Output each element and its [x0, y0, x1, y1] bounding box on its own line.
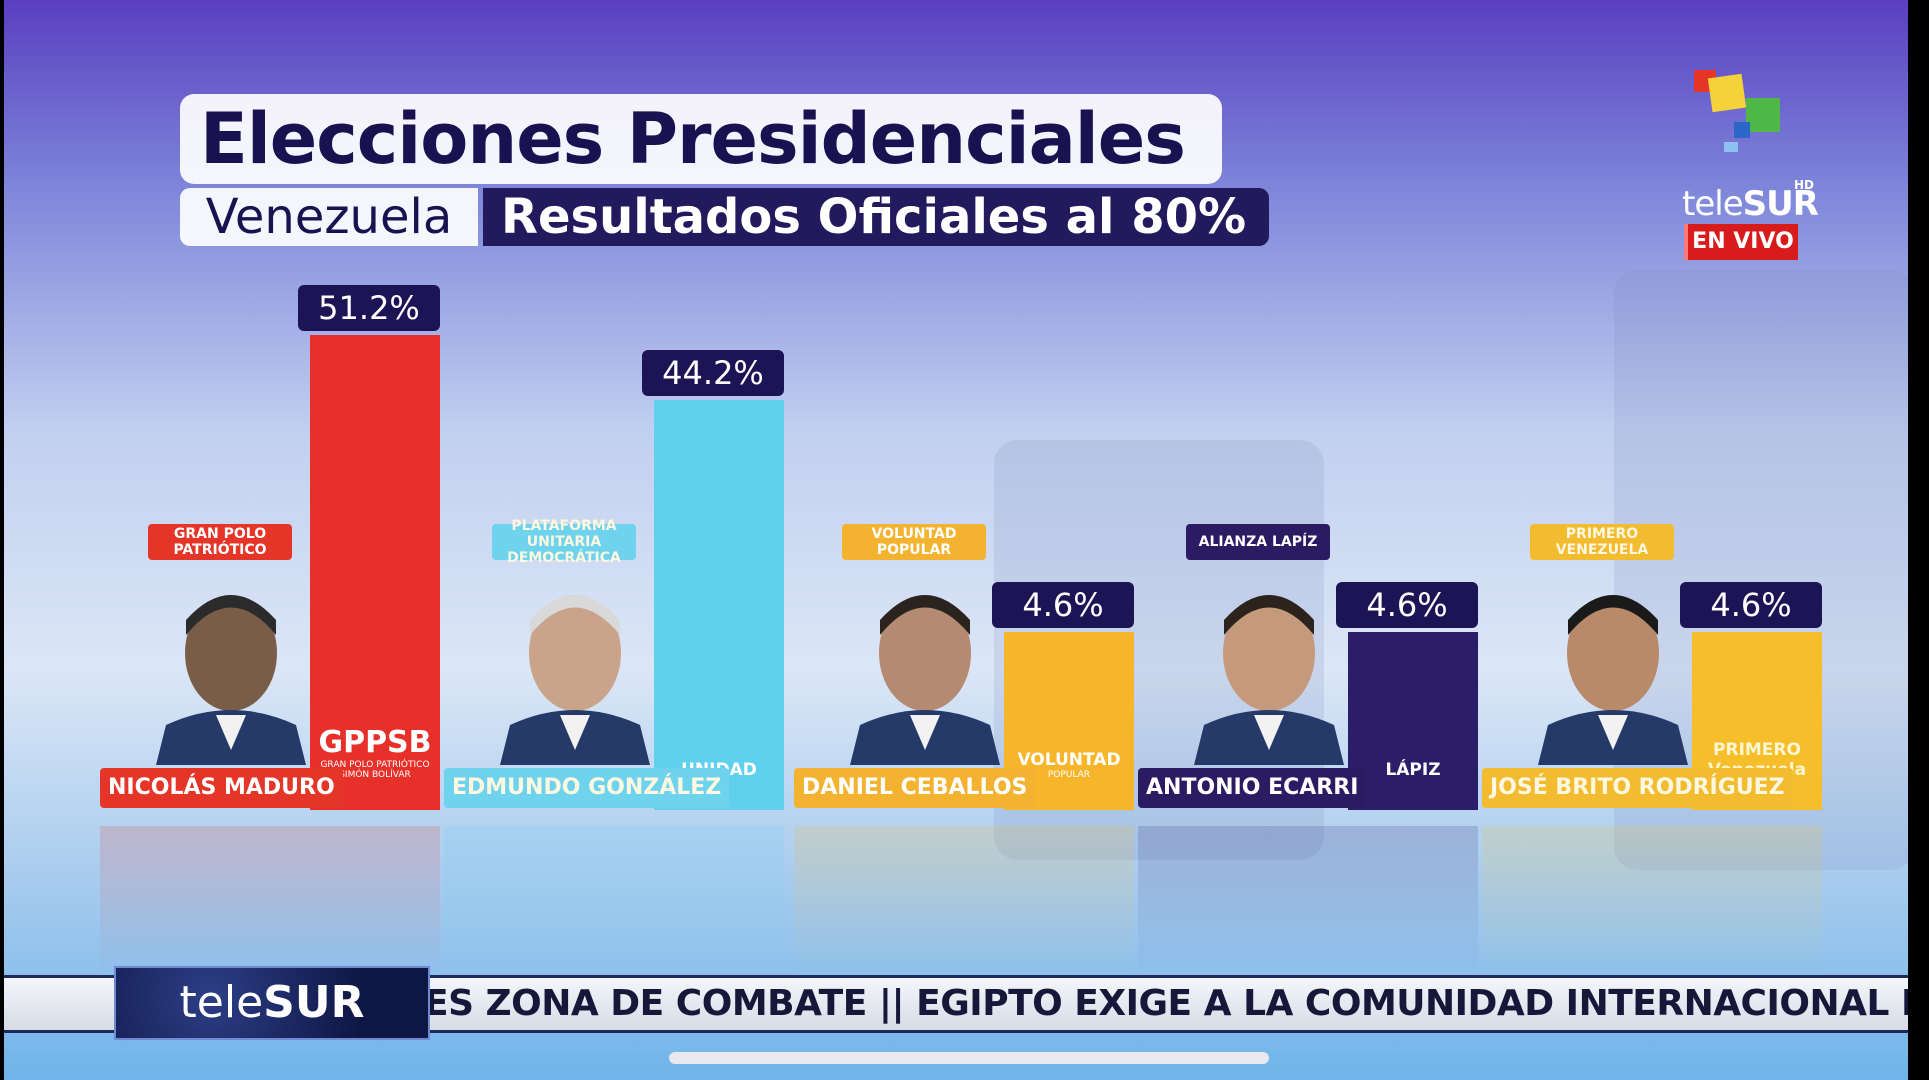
- party-label: ALIANZA LAPÍZ: [1186, 524, 1330, 560]
- country-label: Venezuela: [180, 188, 478, 246]
- bar-party-logo: VOLUNTAD POPULAR: [1004, 750, 1134, 780]
- candidate-photo: [1194, 575, 1344, 765]
- candidate-name: JOSÉ BRITO RODRÍGUEZ: [1482, 768, 1793, 808]
- ticker-text: ES ZONA DE COMBATE || EGIPTO EXIGE A LA …: [424, 983, 1908, 1024]
- reflection: [794, 826, 1134, 976]
- bar-1: GPPSB GRAN POLO PATRIÓTICO SIMÓN BOLÍVAR: [310, 335, 440, 810]
- ticker-channel-logo: teleSUR: [114, 966, 430, 1040]
- value-label: 51.2%: [298, 285, 440, 331]
- bar-party-logo-sub: GRAN POLO PATRIÓTICO SIMÓN BOLÍVAR: [320, 760, 430, 780]
- broadcast-stage: Elecciones Presidenciales Venezuela Resu…: [4, 0, 1908, 1080]
- bar-3: VOLUNTAD POPULAR: [1004, 632, 1134, 810]
- reflection: [1138, 826, 1478, 976]
- candidate-name: DANIEL CEBALLOS: [794, 768, 1036, 808]
- page-title: Elecciones Presidenciales: [180, 94, 1222, 184]
- hd-badge: HD: [1794, 178, 1815, 192]
- live-badge: EN VIVO: [1684, 224, 1798, 260]
- candidate-photo: [850, 575, 1000, 765]
- value-label: 4.6%: [1336, 582, 1478, 628]
- party-label: PRIMERO VENEZUELA: [1530, 524, 1674, 560]
- reflection: [100, 826, 440, 976]
- party-label: GRAN POLO PATRIÓTICO: [148, 524, 292, 560]
- telesur-logo-icon: [1694, 70, 1780, 152]
- bar-4: LÁPIZ: [1348, 632, 1478, 810]
- bar-party-logo: GPPSB GRAN POLO PATRIÓTICO SIMÓN BOLÍVAR: [310, 725, 440, 780]
- home-indicator: [669, 1052, 1269, 1064]
- channel-logo-text: teleSUR: [1682, 184, 1819, 224]
- candidate-name: ANTONIO ECARRI: [1138, 768, 1367, 808]
- reflection: [1482, 826, 1822, 976]
- value-label: 4.6%: [992, 582, 1134, 628]
- candidate-name: EDMUNDO GONZÁLEZ: [444, 768, 730, 808]
- bar-party-logo: LÁPIZ: [1385, 760, 1441, 780]
- reflection: [444, 826, 784, 976]
- bar-party-logo-sub: POPULAR: [1047, 770, 1091, 780]
- candidate-photo: [1538, 575, 1688, 765]
- candidate-name: NICOLÁS MADURO: [100, 768, 343, 808]
- value-label: 44.2%: [642, 349, 784, 396]
- candidate-photo: [500, 575, 650, 765]
- results-subtitle: Resultados Oficiales al 80%: [483, 188, 1269, 246]
- candidate-photo: [156, 575, 306, 765]
- bar-2: UNIDAD: [654, 399, 784, 810]
- value-label: 4.6%: [1680, 582, 1822, 628]
- party-label: VOLUNTAD POPULAR: [842, 524, 986, 560]
- results-chart: GPPSB GRAN POLO PATRIÓTICO SIMÓN BOLÍVAR 5…: [4, 0, 1908, 1080]
- party-label: PLATAFORMA UNITARIA DEMOCRÁTICA: [492, 518, 636, 566]
